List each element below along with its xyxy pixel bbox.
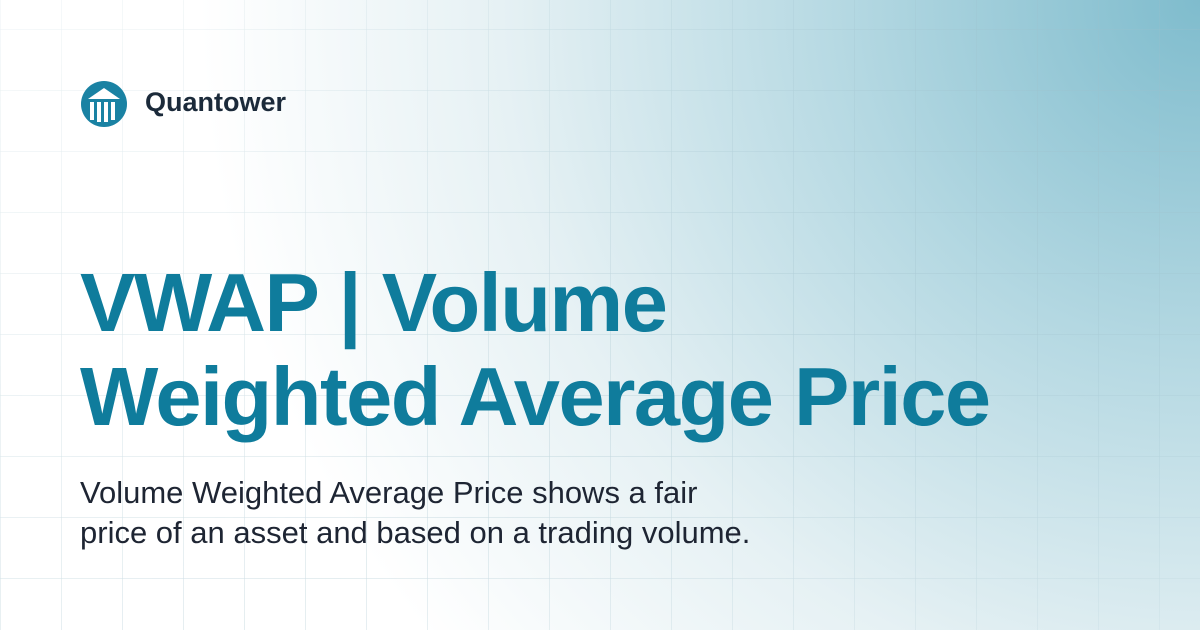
logo [81,81,127,127]
brand-name: Quantower [145,87,287,117]
title-line: Weighted Average Price [80,350,990,443]
title-line: VWAP | Volume [80,256,666,350]
description-line: price of an asset and based on a trading… [80,515,750,550]
description-line: Volume Weighted Average Price shows a fa… [80,475,697,510]
